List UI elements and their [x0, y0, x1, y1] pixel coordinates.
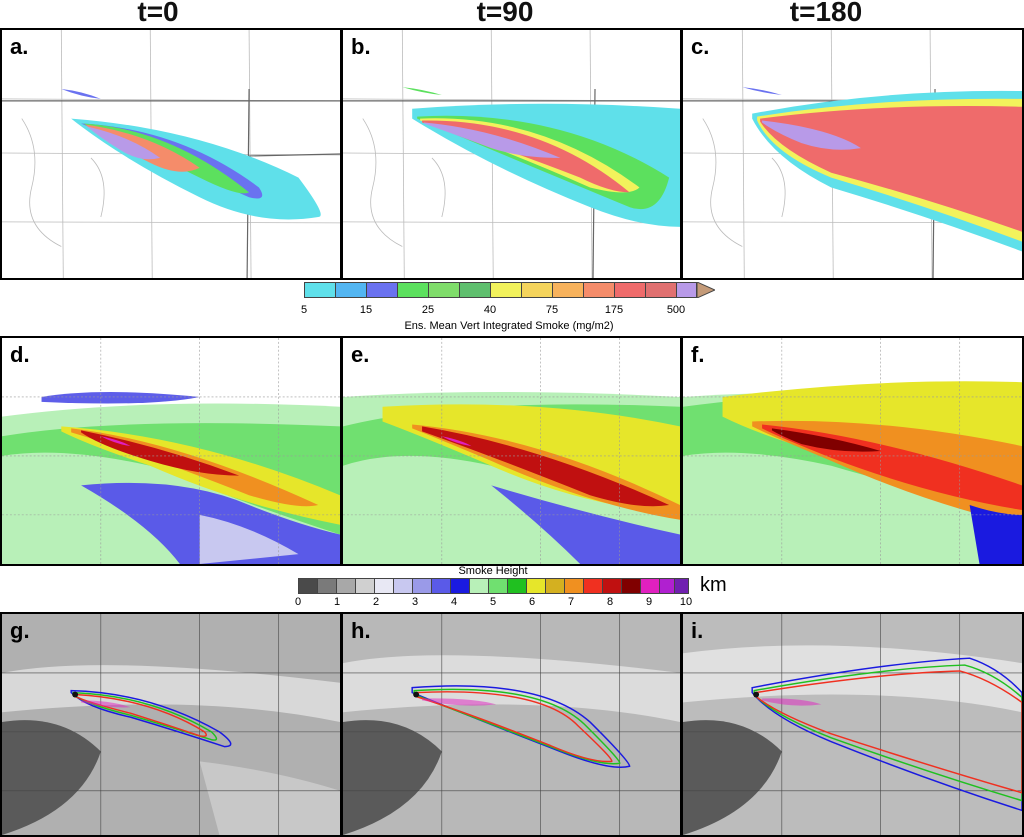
panel-label-b: b.	[351, 34, 371, 59]
height-unit: km	[700, 574, 727, 596]
colorbar-swatch	[583, 578, 602, 594]
satellite-map-i	[683, 614, 1022, 835]
height-tick: 5	[489, 596, 497, 608]
panel-label-e: e.	[351, 342, 370, 367]
panel-label-d: d.	[10, 342, 30, 367]
colorbar-swatch	[450, 578, 469, 594]
panel-g: g.	[0, 612, 342, 837]
panel-b: b.	[341, 28, 682, 280]
colorbar-tick: 15	[359, 304, 373, 316]
colorbar-swatch	[640, 578, 659, 594]
panel-e: e.	[341, 336, 682, 566]
height-colorbar-title: Smoke Height	[458, 565, 528, 577]
satellite-map-h	[343, 614, 680, 835]
panel-label-f: f.	[691, 342, 705, 367]
smoke-map-c	[683, 30, 1022, 278]
height-tick: 6	[528, 596, 536, 608]
height-tick: 4	[450, 596, 458, 608]
colorbar-tick: 5	[300, 304, 308, 316]
colorbar-swatch	[674, 578, 689, 594]
panel-f: f.	[681, 336, 1024, 566]
colorbar-swatch	[336, 578, 355, 594]
height-tick: 1	[333, 596, 341, 608]
height-tick: 9	[645, 596, 653, 608]
colorbar-swatch	[304, 282, 335, 298]
height-tick: 8	[606, 596, 614, 608]
colorbar-swatch	[521, 282, 552, 298]
colorbar-swatch	[659, 578, 674, 594]
colorbar-swatch	[335, 282, 366, 298]
smoke-height-map-f	[683, 338, 1022, 564]
colorbar-tick: 25	[421, 304, 435, 316]
smoke-map-b	[343, 30, 680, 278]
colorbar-swatch	[366, 282, 397, 298]
colorbar-swatch	[645, 282, 676, 298]
colorbar-tick: 75	[545, 304, 559, 316]
colorbar-arrow	[697, 282, 715, 298]
colorbar-swatch	[614, 282, 645, 298]
panel-label-i: i.	[691, 618, 704, 643]
colorbar-swatch	[397, 282, 428, 298]
panel-label-g: g.	[10, 618, 30, 643]
colorbar-swatch	[317, 578, 336, 594]
panel-h: h.	[341, 612, 682, 837]
colorbar-tick: 175	[604, 304, 624, 316]
smoke-height-map-e	[343, 338, 680, 564]
colorbar-swatch	[676, 282, 697, 298]
colorbar-tick: 500	[666, 304, 686, 316]
colorbar-swatch	[526, 578, 545, 594]
colorbar-swatch	[545, 578, 564, 594]
height-tick: 0	[294, 596, 302, 608]
height-tick: 7	[567, 596, 575, 608]
height-tick: 10	[679, 596, 693, 608]
panel-d: d.	[0, 336, 342, 566]
colorbar-swatch	[488, 578, 507, 594]
colorbar-swatch	[602, 578, 621, 594]
colorbar-swatch	[298, 578, 317, 594]
colorbar-swatch	[564, 578, 583, 594]
panel-c: c.	[681, 28, 1024, 280]
column-title-t180: t=180	[789, 0, 863, 27]
colorbar-swatch	[374, 578, 393, 594]
panel-a: a.	[0, 28, 342, 280]
satellite-map-g	[2, 614, 340, 835]
panel-label-c: c.	[691, 34, 710, 59]
colorbar-tick: 40	[483, 304, 497, 316]
colorbar-swatch	[552, 282, 583, 298]
smoke-height-map-d	[2, 338, 340, 564]
colorbar-swatch	[469, 578, 488, 594]
panel-i: i.	[681, 612, 1024, 837]
height-tick: 2	[372, 596, 380, 608]
panel-label-h: h.	[351, 618, 371, 643]
height-colorbar	[298, 578, 689, 594]
colorbar-swatch	[412, 578, 431, 594]
colorbar-swatch	[621, 578, 640, 594]
panel-label-a: a.	[10, 34, 29, 59]
column-title-t0: t=0	[137, 0, 179, 27]
column-title-t90: t=90	[476, 0, 534, 27]
height-tick: 3	[411, 596, 419, 608]
smoke-map-a	[2, 30, 340, 278]
colorbar-swatch	[583, 282, 614, 298]
colorbar-swatch	[355, 578, 374, 594]
colorbar-swatch	[393, 578, 412, 594]
colorbar-swatch	[428, 282, 459, 298]
smoke-colorbar	[304, 282, 715, 298]
colorbar-swatch	[459, 282, 490, 298]
colorbar-swatch	[507, 578, 526, 594]
colorbar-swatch	[490, 282, 521, 298]
colorbar-swatch	[431, 578, 450, 594]
smoke-colorbar-title: Ens. Mean Vert Integrated Smoke (mg/m2)	[404, 320, 614, 332]
